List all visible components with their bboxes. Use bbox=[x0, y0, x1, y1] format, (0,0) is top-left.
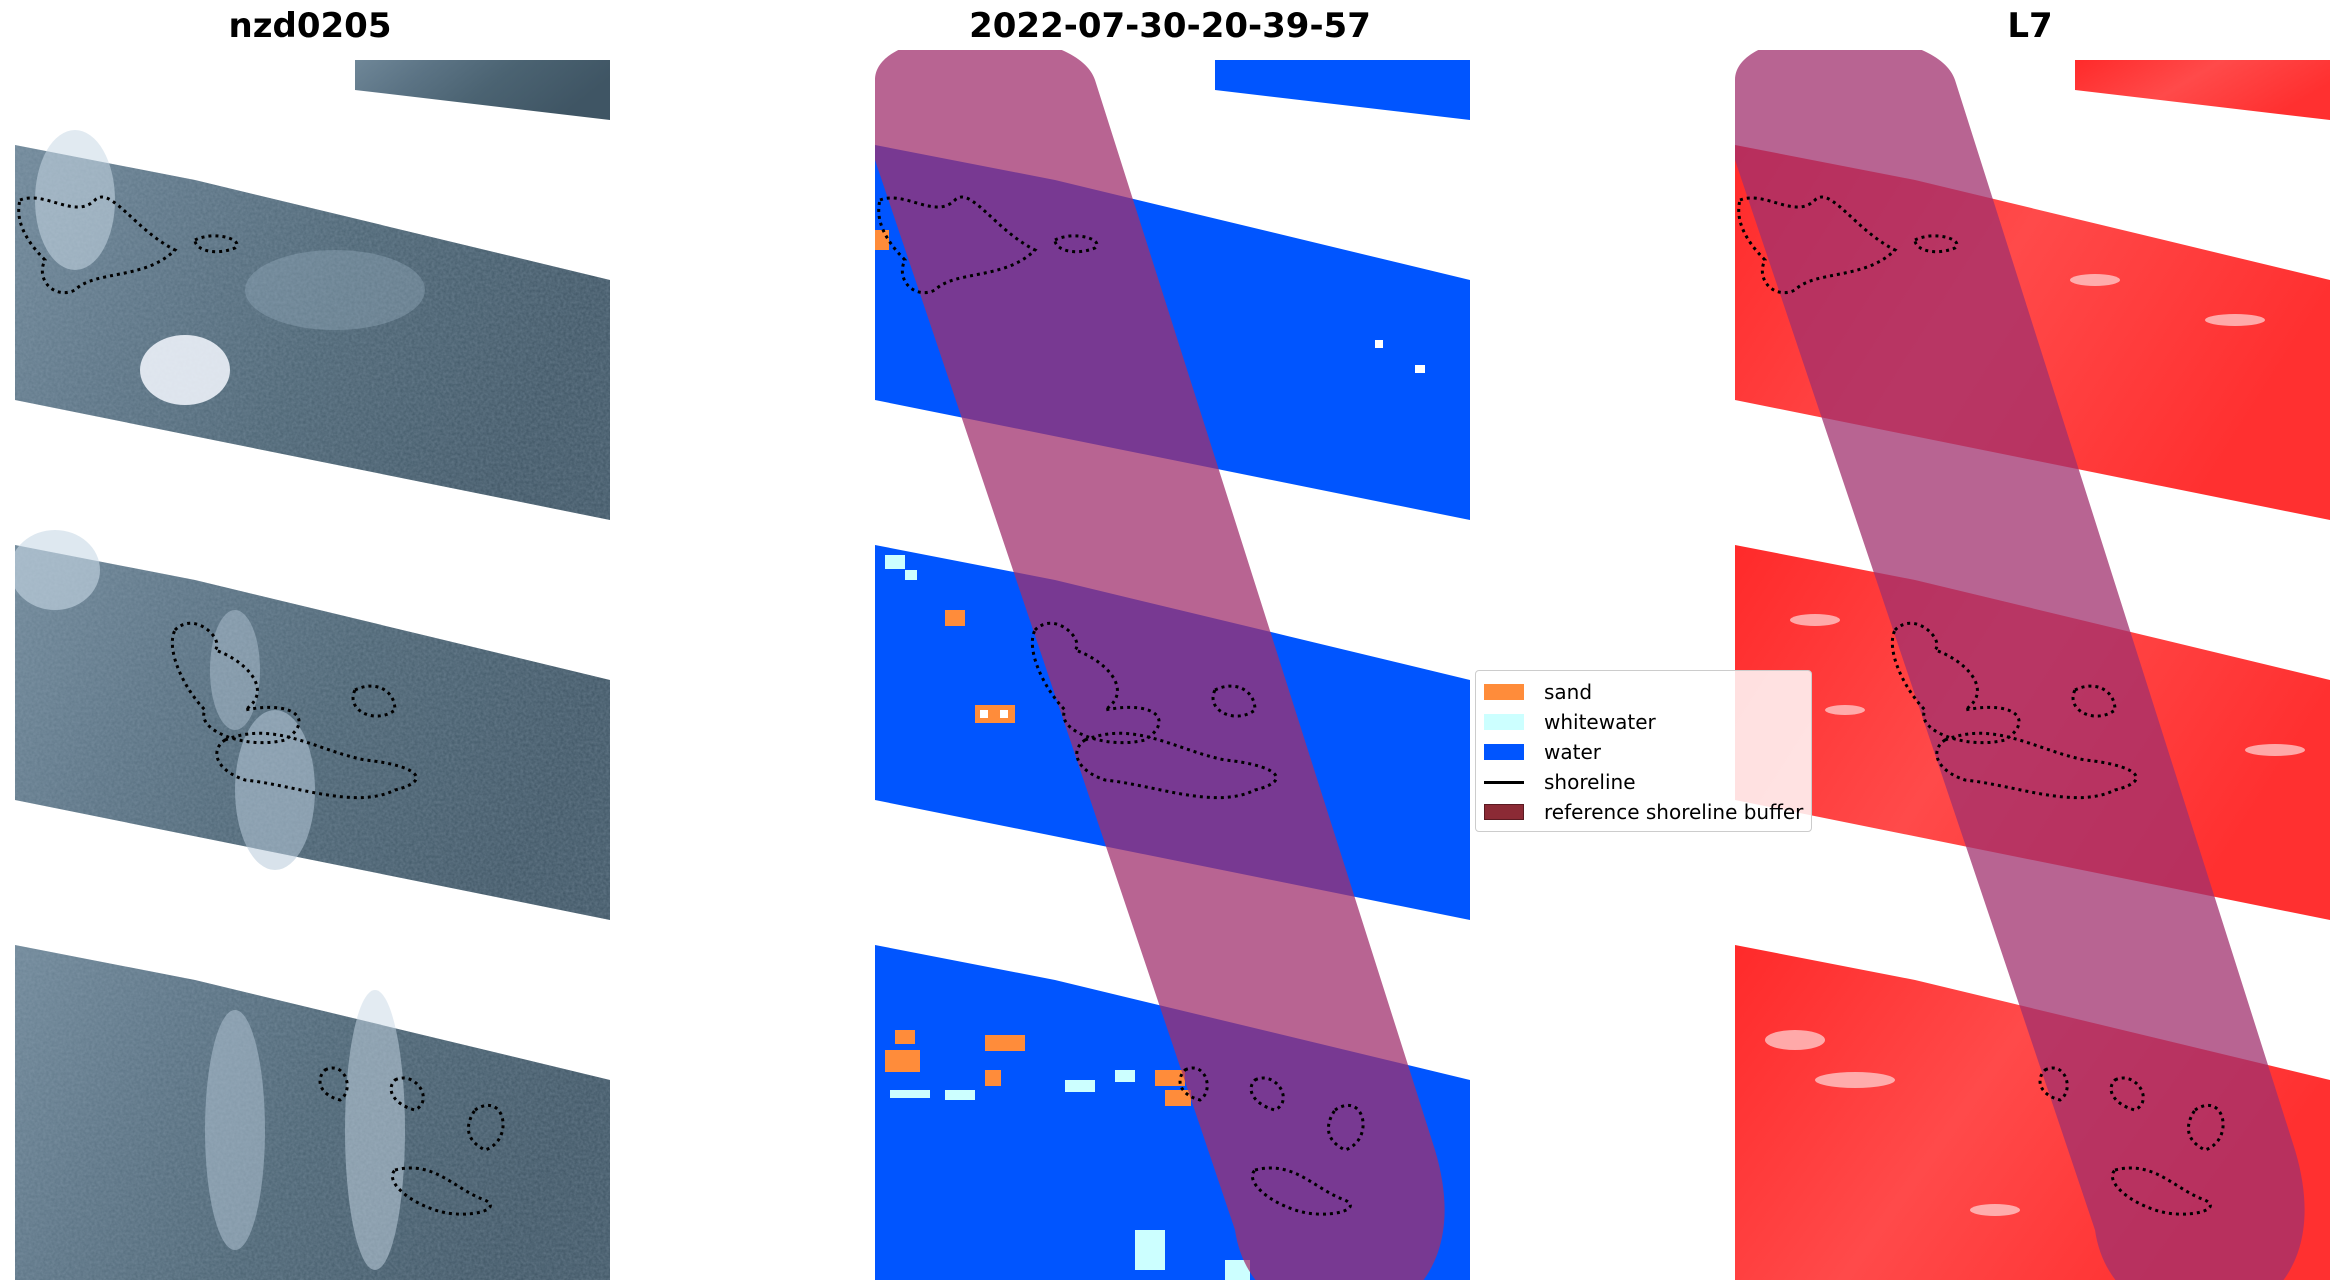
legend-item-reference-buffer: reference shoreline buffer bbox=[1484, 797, 1803, 827]
legend-swatch-sand bbox=[1484, 684, 1524, 700]
rgb-image-panel bbox=[15, 50, 610, 1280]
image-strip bbox=[355, 60, 610, 120]
legend-swatch-whitewater bbox=[1484, 714, 1524, 730]
image-strip bbox=[15, 530, 610, 920]
legend-item-whitewater: whitewater bbox=[1484, 707, 1803, 737]
legend-item-water: water bbox=[1484, 737, 1803, 767]
panel-title-index: L7 bbox=[2007, 6, 2053, 46]
legend-swatch-water bbox=[1484, 744, 1524, 760]
legend-item-shoreline: shoreline bbox=[1484, 767, 1803, 797]
panel-title-classified: 2022-07-30-20-39-57 bbox=[969, 6, 1371, 46]
legend-swatch-shoreline bbox=[1484, 780, 1524, 784]
sand-class bbox=[875, 230, 1191, 1106]
panel-title-rgb: nzd0205 bbox=[228, 6, 392, 46]
legend-item-sand: sand bbox=[1484, 677, 1803, 707]
whitewater-class bbox=[980, 340, 1425, 718]
shoreline-contours bbox=[1737, 195, 2225, 1216]
image-strip bbox=[15, 945, 610, 1280]
legend-label: water bbox=[1544, 740, 1601, 764]
shoreline-contours bbox=[17, 195, 505, 1216]
legend-label: reference shoreline buffer bbox=[1544, 800, 1804, 824]
legend-label: sand bbox=[1544, 680, 1593, 704]
shoreline-contours bbox=[877, 195, 1365, 1216]
whitewater-class bbox=[885, 555, 1250, 1280]
legend-label: shoreline bbox=[1544, 770, 1636, 794]
reference-shoreline-buffer bbox=[875, 50, 1445, 1280]
legend-swatch-reference-buffer bbox=[1484, 804, 1524, 820]
reference-shoreline-buffer bbox=[1735, 50, 2305, 1280]
index-image-panel bbox=[1735, 50, 2330, 1280]
legend-label: whitewater bbox=[1544, 710, 1656, 734]
bright-spots bbox=[1765, 274, 2305, 1216]
image-strip bbox=[15, 130, 610, 520]
legend: sand whitewater water shoreline referenc… bbox=[1475, 670, 1813, 832]
classified-image-panel bbox=[875, 50, 1470, 1280]
